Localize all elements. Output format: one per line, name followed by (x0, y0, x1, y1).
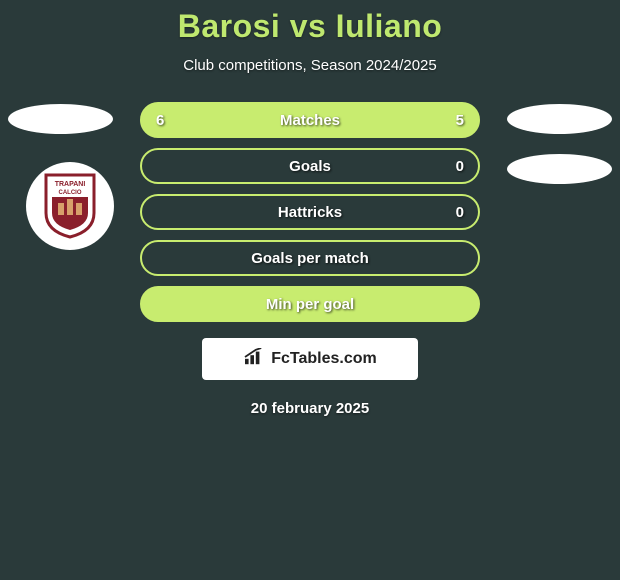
page-title: Barosi vs Iuliano (0, 8, 620, 45)
stat-pill: Goals 0 (140, 148, 480, 184)
stat-label: Hattricks (278, 204, 342, 221)
stats-area: TRAPANI CALCIO 6 Matches 5 Goals 0 Hattr (0, 102, 620, 417)
stat-label: Goals per match (251, 250, 369, 267)
stat-label: Matches (280, 112, 340, 129)
stat-right-value: 0 (456, 204, 464, 221)
brand-link[interactable]: FcTables.com (202, 338, 418, 380)
stat-pill: Min per goal (140, 286, 480, 322)
club-badge: TRAPANI CALCIO (26, 162, 114, 250)
stat-left-value: 6 (156, 112, 164, 129)
stat-row-goals-per-match: Goals per match (0, 240, 620, 276)
stat-label: Min per goal (266, 296, 354, 313)
bar-chart-icon (243, 348, 265, 371)
shield-text-top: TRAPANI (55, 181, 86, 188)
stat-row-min-per-goal: Min per goal (0, 286, 620, 322)
player-right-placeholder-2 (507, 154, 612, 184)
player-right-placeholder-1 (507, 104, 612, 134)
page-subtitle: Club competitions, Season 2024/2025 (0, 57, 620, 74)
stat-right-value: 0 (456, 158, 464, 175)
footer-date: 20 february 2025 (0, 400, 620, 417)
player-left-placeholder (8, 104, 113, 134)
stat-label: Goals (289, 158, 331, 175)
stat-pill: Goals per match (140, 240, 480, 276)
stat-pill: 6 Matches 5 (140, 102, 480, 138)
comparison-widget: Barosi vs Iuliano Club competitions, Sea… (0, 0, 620, 417)
shield-text-bottom: CALCIO (59, 190, 82, 196)
brand-text: FcTables.com (271, 350, 377, 368)
club-shield-icon: TRAPANI CALCIO (42, 173, 98, 239)
stat-right-value: 5 (456, 112, 464, 129)
stat-pill: Hattricks 0 (140, 194, 480, 230)
